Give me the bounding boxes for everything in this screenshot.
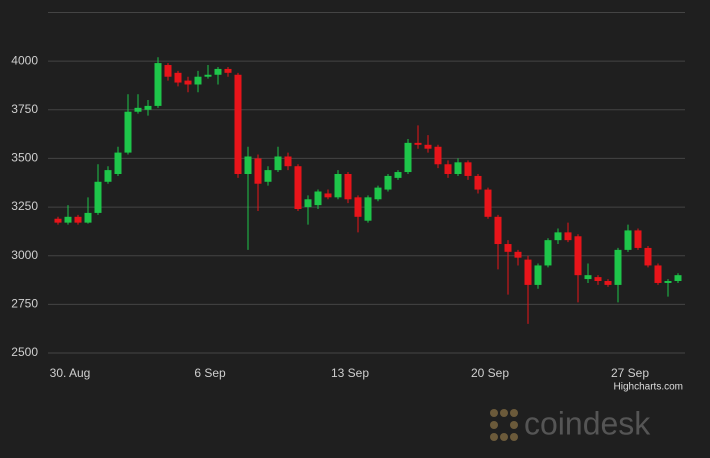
candle-body [264,170,272,182]
y-tick-label: 3500 [11,151,38,165]
candle-body [404,142,412,173]
x-tick-label: 13 Sep [331,366,369,380]
credits: Highcharts.com [614,382,683,393]
candle-body [84,212,92,223]
y-tick-label: 2500 [11,345,38,359]
candle-body [194,76,202,85]
candle-body [154,63,162,106]
candle-body [104,170,112,182]
candle-body [114,152,122,174]
candle-body [144,105,152,110]
candle-body [274,156,282,171]
candle-body [204,74,212,77]
candle-body [474,175,482,190]
candle-body [164,65,172,77]
candle-body [134,107,142,112]
candle-body [504,244,512,252]
candle-body [594,277,602,282]
candle-body [354,197,362,217]
candle-body [624,230,632,250]
candle-body [224,68,232,73]
candle-body [294,166,302,210]
y-tick-label: 3250 [11,199,38,213]
candle-body [304,199,312,208]
candle-body [334,173,342,198]
candle-body [184,80,192,85]
candle-body [574,236,582,276]
candle-body [284,156,292,167]
candle-body [414,142,422,145]
candle-body [494,216,502,245]
candle-body [244,156,252,174]
x-tick-label: 20 Sep [471,366,509,380]
candle-body [124,111,132,153]
candle-body [424,144,432,149]
candle-body [664,281,672,283]
x-tick-label: 27 Sep [611,366,649,380]
candle-body [604,281,612,285]
candle-body [454,162,462,174]
candle-body [374,187,382,200]
candle-body [514,251,522,258]
x-tick-label: 6 Sep [194,366,226,380]
candle-body [524,259,532,285]
candle-body [54,218,62,223]
y-tick-label: 2750 [11,297,38,311]
candle-body [654,265,662,283]
candle-body [644,247,652,266]
candle-body [314,191,322,206]
candle-body [634,230,642,248]
watermark: coindesk [524,405,651,441]
candle-body [94,181,102,213]
candle-body [234,74,242,174]
candle-body [254,158,262,184]
candle-body [384,175,392,190]
candle-body [544,240,552,266]
watermark-logo [490,409,518,441]
candle-body [74,216,82,223]
candle-body [674,275,682,282]
candle-body [394,172,402,178]
candle-body [554,232,562,241]
candle-body [534,265,542,285]
y-tick-label: 3000 [11,248,38,262]
candle-body [564,232,572,241]
candle-body [584,275,592,280]
candle-body [484,189,492,217]
candle-body [344,173,352,200]
candle-body [324,193,332,198]
candle-body [214,68,222,75]
candle-body [464,162,472,176]
candle-body [64,216,72,223]
y-tick-label: 3750 [11,102,38,116]
candle-body [444,164,452,174]
x-tick-label: 30. Aug [50,366,91,380]
candle-body [174,72,182,83]
candle-body [434,146,442,165]
candle-body [614,249,622,285]
candle-body [364,197,372,221]
y-tick-label: 4000 [11,53,38,67]
